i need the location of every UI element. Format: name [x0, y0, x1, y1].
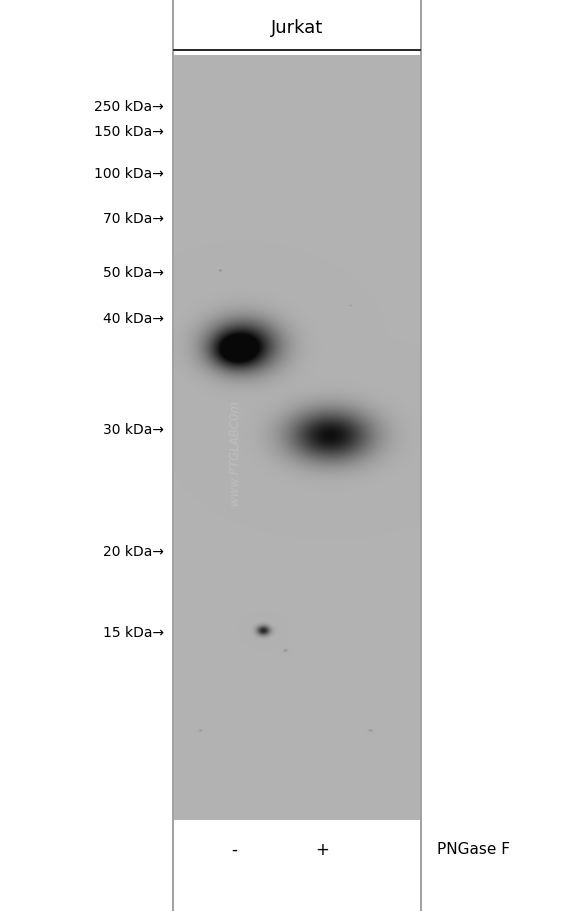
Text: Jurkat: Jurkat — [271, 19, 323, 37]
Text: -: - — [232, 841, 237, 859]
Text: 70 kDa→: 70 kDa→ — [103, 212, 164, 227]
Text: PNGase F: PNGase F — [437, 843, 510, 857]
Text: 100 kDa→: 100 kDa→ — [94, 167, 164, 180]
Text: 50 kDa→: 50 kDa→ — [103, 266, 164, 280]
Text: +: + — [315, 841, 329, 859]
Text: www.PTGLABC0m: www.PTGLABC0m — [228, 400, 241, 506]
Text: 20 kDa→: 20 kDa→ — [103, 546, 164, 559]
Text: 150 kDa→: 150 kDa→ — [94, 125, 164, 138]
Text: 250 kDa→: 250 kDa→ — [94, 100, 164, 114]
Text: 30 kDa→: 30 kDa→ — [103, 423, 164, 437]
Text: 15 kDa→: 15 kDa→ — [103, 626, 164, 640]
Text: 40 kDa→: 40 kDa→ — [103, 312, 164, 326]
